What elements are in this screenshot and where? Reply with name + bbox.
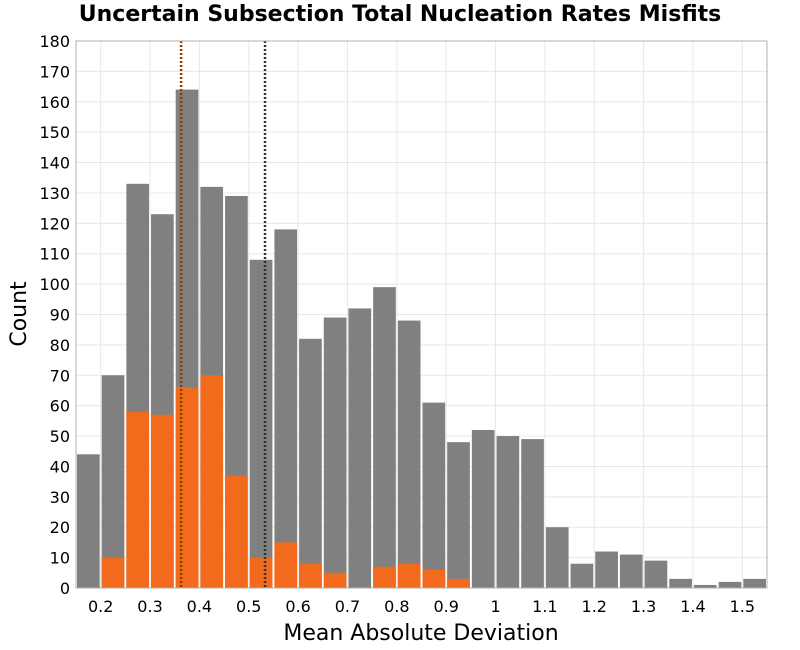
y-tick-label: 90	[50, 306, 70, 325]
bar-series-2	[175, 387, 199, 588]
x-tick-label: 0.8	[384, 597, 409, 616]
y-tick-label: 120	[39, 214, 70, 233]
x-tick-label: 0.9	[433, 597, 458, 616]
y-tick-label: 30	[50, 488, 70, 507]
y-tick-label: 0	[60, 579, 70, 598]
bar-series-2	[323, 572, 347, 588]
bar-series-1	[373, 287, 396, 588]
bar-series-1	[299, 338, 322, 588]
bar-series-1	[447, 442, 470, 588]
reference-lines	[179, 41, 267, 588]
x-tick-label: 0.6	[285, 597, 310, 616]
x-tick-label: 1.4	[680, 597, 705, 616]
x-tick-label: 1.1	[532, 597, 557, 616]
bar-series-1	[274, 229, 298, 588]
x-axis-label: Mean Absolute Deviation	[283, 621, 558, 646]
bar-series-2	[101, 557, 125, 588]
x-tick-label: 0.5	[236, 597, 261, 616]
bar-series-1	[77, 454, 100, 588]
y-axis-label: Count	[7, 281, 32, 347]
y-tick-label: 60	[50, 397, 70, 416]
bar-series-1	[422, 402, 446, 588]
chart-title: Uncertain Subsection Total Nucleation Ra…	[78, 2, 722, 27]
y-tick-label: 180	[39, 32, 70, 51]
bar-series-2	[126, 411, 150, 588]
bar-series-1	[718, 581, 742, 588]
bar-series-2	[299, 563, 322, 588]
bar-series-1	[397, 320, 421, 588]
bar-series-2	[200, 375, 224, 588]
y-tick-label: 50	[50, 427, 70, 446]
y-tick-label: 160	[39, 93, 70, 112]
y-tick-label: 130	[39, 184, 70, 203]
bar-series-1	[101, 375, 125, 588]
bar-series-1	[323, 317, 347, 588]
bar-series-1	[669, 578, 692, 588]
y-tick-label: 80	[50, 336, 70, 355]
y-tick-label: 110	[39, 245, 70, 264]
x-tick-label: 0.7	[335, 597, 360, 616]
bar-series-2	[225, 475, 248, 588]
bar-series-1	[743, 578, 766, 588]
y-tick-label: 10	[50, 549, 70, 568]
bar-series-1	[693, 584, 717, 588]
bar-series-1	[570, 563, 594, 588]
bar-series-2	[274, 542, 298, 588]
y-tick-label: 100	[39, 275, 70, 294]
x-tick-label: 1.3	[631, 597, 656, 616]
bar-series-1	[644, 560, 668, 588]
bar-series-2	[249, 557, 273, 588]
bar-series-2	[447, 578, 470, 588]
x-tick-label: 0.4	[187, 597, 212, 616]
y-tick-label: 40	[50, 457, 70, 476]
plot-frame	[75, 40, 768, 589]
bar-series-1	[249, 259, 273, 588]
x-tick-label: 0.2	[88, 597, 113, 616]
bar-series-1	[545, 527, 569, 588]
bar-series-1	[496, 436, 520, 588]
y-tick-label: 70	[50, 366, 70, 385]
x-tick-label: 1.2	[582, 597, 607, 616]
x-tick-label: 0.3	[137, 597, 162, 616]
x-tick-labels: 0.2 0.3 0.4 0.5 0.6 0.7 0.8 0.9 1 1.1 1.2 1.3 1.4 1.5	[88, 597, 755, 616]
x-tick-label: 1.5	[730, 597, 755, 616]
bar-series-1	[348, 308, 372, 588]
bar-series-1	[619, 554, 643, 588]
bar-series-1	[471, 429, 495, 588]
bar-series-2	[422, 569, 446, 588]
bar-series-1	[595, 551, 618, 588]
y-tick-labels: 0 10 20 30 40 50 60 70 80 90 100 110 120 130 140 150 160…	[39, 32, 70, 598]
bar-series-2	[151, 414, 174, 588]
y-tick-label: 150	[39, 123, 70, 142]
bar-series-1	[521, 439, 544, 588]
x-tick-label: 1	[490, 597, 500, 616]
y-tick-label: 140	[39, 154, 70, 173]
bar-series-2	[373, 566, 396, 588]
bar-series-2	[397, 563, 421, 588]
y-tick-label: 20	[50, 518, 70, 537]
y-tick-label: 170	[39, 62, 70, 81]
